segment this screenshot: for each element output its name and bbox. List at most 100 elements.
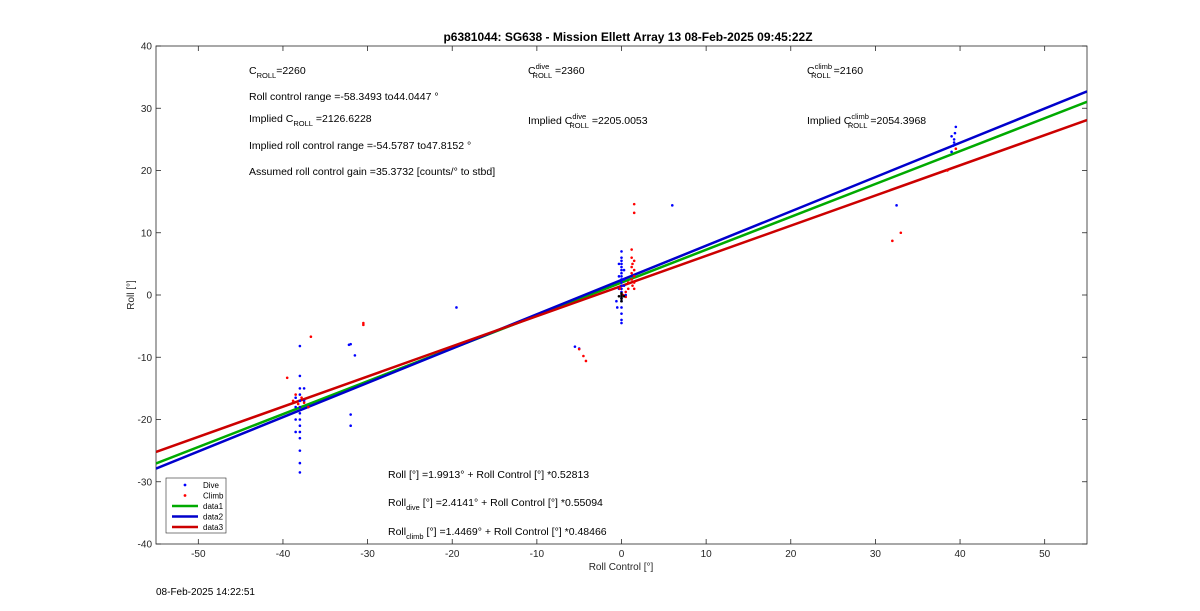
y-tick-label: -20 [138,415,153,426]
point-climb [582,354,585,358]
point-dive [298,387,302,390]
annotation-text: Implied Cclimb ROLL =2054.3968 [807,112,926,130]
point-dive [620,312,623,315]
point-climb [632,259,636,263]
annotation-part: Roll [388,497,406,509]
point-dive [952,138,956,141]
annotation-text: Rolldive [°] =2.4141° + Roll Control [°]… [388,497,603,512]
annotation-part: Implied C [249,113,294,125]
annotation-part: Implied C [528,115,573,127]
annotation-text: Implied Cdive ROLL =2205.0053 [528,112,648,130]
point-dive [298,399,302,403]
annotation-text: Roll [°] =1.9913° + Roll Control [°] *0.… [388,469,589,481]
point-climb [302,401,306,404]
point-dive [620,268,623,272]
point-dive [298,471,302,474]
point-dive [353,354,357,357]
point-dive [950,134,953,138]
point-dive [622,278,626,281]
annotation-text: Roll control range =-58.3493 to44.0447 ° [249,91,439,103]
x-tick-label: -50 [191,549,206,560]
point-dive [615,299,618,303]
point-dive [298,393,302,396]
point-climb [632,202,636,206]
legend-label: Dive [203,481,220,490]
annotation-text: Cdive ROLL =2360 [528,62,585,80]
axis-ticks: -50 -40 -30 -20 -10 0 10 20 30 40 50 -40 -30 -20 -10 0 1… [138,42,1087,560]
legend-label: data3 [203,523,224,532]
annotation-part: Implied roll control range =-54.5787 to4… [249,140,471,152]
point-dive [294,418,297,421]
point-climb [632,281,636,284]
x-axis-label: Roll Control [°] [589,562,654,573]
point-dive [349,413,352,416]
point-dive [298,344,302,348]
point-climb [631,284,634,287]
y-tick-label: 0 [146,291,152,302]
point-climb [577,347,581,351]
point-dive [349,342,352,346]
x-tick-label: 30 [870,549,882,560]
legend-label: data1 [203,502,224,511]
point-dive [620,271,623,275]
annotation-part: [°] =1.4469° + Roll Control [°] *0.48466 [424,526,607,538]
annotation-part: ROLL [848,121,868,130]
point-marker [620,293,623,297]
point-dive [622,268,626,272]
point-dive [954,125,958,129]
y-tick-label: 30 [141,104,153,115]
annotation-part: dive [406,503,420,512]
annotation-text: Assumed roll control gain =35.3732 [coun… [249,166,495,178]
point-climb [954,147,958,151]
point-climb [362,323,365,327]
point-dive [302,387,306,390]
annotation-part: =2054.3968 [867,115,926,127]
chart-title: p6381044: SG638 - Mission Ellett Array 1… [443,30,812,44]
y-tick-label: -40 [138,540,153,551]
point-climb [300,396,303,400]
point-dive [620,259,623,263]
annotation-part: Implied C [807,115,852,127]
annotation-part: ROLL [293,119,313,128]
x-tick-label: 50 [1039,549,1051,560]
annotation-part: =2260 [276,65,306,77]
y-axis-label: Roll [°] [126,280,137,310]
annotation-part: Roll [388,526,406,538]
point-dive [294,405,297,409]
point-dive [620,281,623,284]
point-dive [620,265,623,269]
x-tick-label: 40 [954,549,966,560]
point-climb [626,281,630,284]
annotation-part: ROLL [811,71,831,80]
annotation-part: ROLL [533,71,553,80]
point-dive [620,250,623,253]
annotation-part: ROLL [569,121,589,130]
point-climb [618,287,622,291]
point-dive [455,306,458,309]
point-dive [617,262,621,266]
point-marker [620,297,623,301]
annotation-part: dive [572,112,586,121]
annotation-part: ROLL [257,71,277,80]
point-marker [620,299,623,303]
annotation-part: dive [536,62,550,71]
annotation-part: =2160 [831,65,864,77]
x-tick-label: 0 [619,549,625,560]
legend-swatch [183,494,187,497]
point-dive [895,204,898,207]
footer-timestamp: 08-Feb-2025 14:22:51 [156,587,255,598]
point-climb [307,405,310,409]
annotation-text: Implied roll control range =-54.5787 to4… [249,140,471,152]
point-climb [291,399,295,403]
point-dive [620,321,623,325]
annotation-part: C [249,65,257,77]
point-dive [298,418,302,421]
point-dive [302,399,306,403]
x-tick-label: -30 [360,549,375,560]
point-dive [951,144,955,147]
annotation-text: CROLL=2260 [249,65,306,80]
annotation-text: Cclimb ROLL =2160 [807,62,863,80]
point-dive [349,424,352,428]
point-marker [620,291,623,295]
